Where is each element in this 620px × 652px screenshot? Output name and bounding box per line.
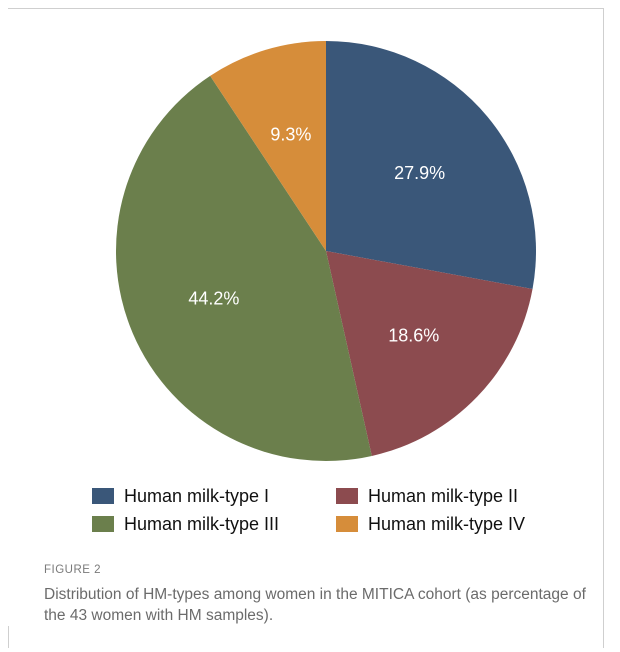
legend-label-type-ii: Human milk-type II: [368, 485, 519, 506]
legend-swatch-type-iii: [92, 516, 114, 532]
pie-chart: 27.9% 18.6% 44.2% 9.3%: [115, 41, 536, 462]
pie-slice-label-2: 18.6%: [388, 325, 439, 345]
legend-label-type-iii: Human milk-type III: [124, 513, 280, 534]
legend-swatch-type-iv: [336, 516, 358, 532]
pie-slice-label-1: 27.9%: [394, 163, 445, 183]
frame-left-tick: [8, 626, 9, 648]
figure-label: FIGURE 2: [44, 564, 102, 576]
legend-swatch-type-ii: [336, 488, 358, 504]
pie-slice-label-3: 44.2%: [188, 289, 239, 309]
legend-label-type-iv: Human milk-type IV: [368, 513, 526, 534]
legend-item-type-i: Human milk-type I: [92, 484, 269, 508]
legend-item-type-iv: Human milk-type IV: [336, 512, 525, 536]
pie-slice-label-4: 9.3%: [270, 124, 311, 144]
legend-item-type-iii: Human milk-type III: [92, 512, 279, 536]
pie-slice-3: [115, 75, 372, 462]
pie-slice-2: [326, 251, 533, 456]
pie-slice-4: [210, 41, 326, 251]
legend-swatch-type-i: [92, 488, 114, 504]
figure-caption: Distribution of HM-types among women in …: [44, 586, 586, 624]
legend-item-type-ii: Human milk-type II: [336, 484, 518, 508]
legend-label-type-i: Human milk-type I: [124, 485, 270, 506]
pie-slice-1: [326, 41, 536, 290]
figure-frame: [8, 8, 604, 648]
